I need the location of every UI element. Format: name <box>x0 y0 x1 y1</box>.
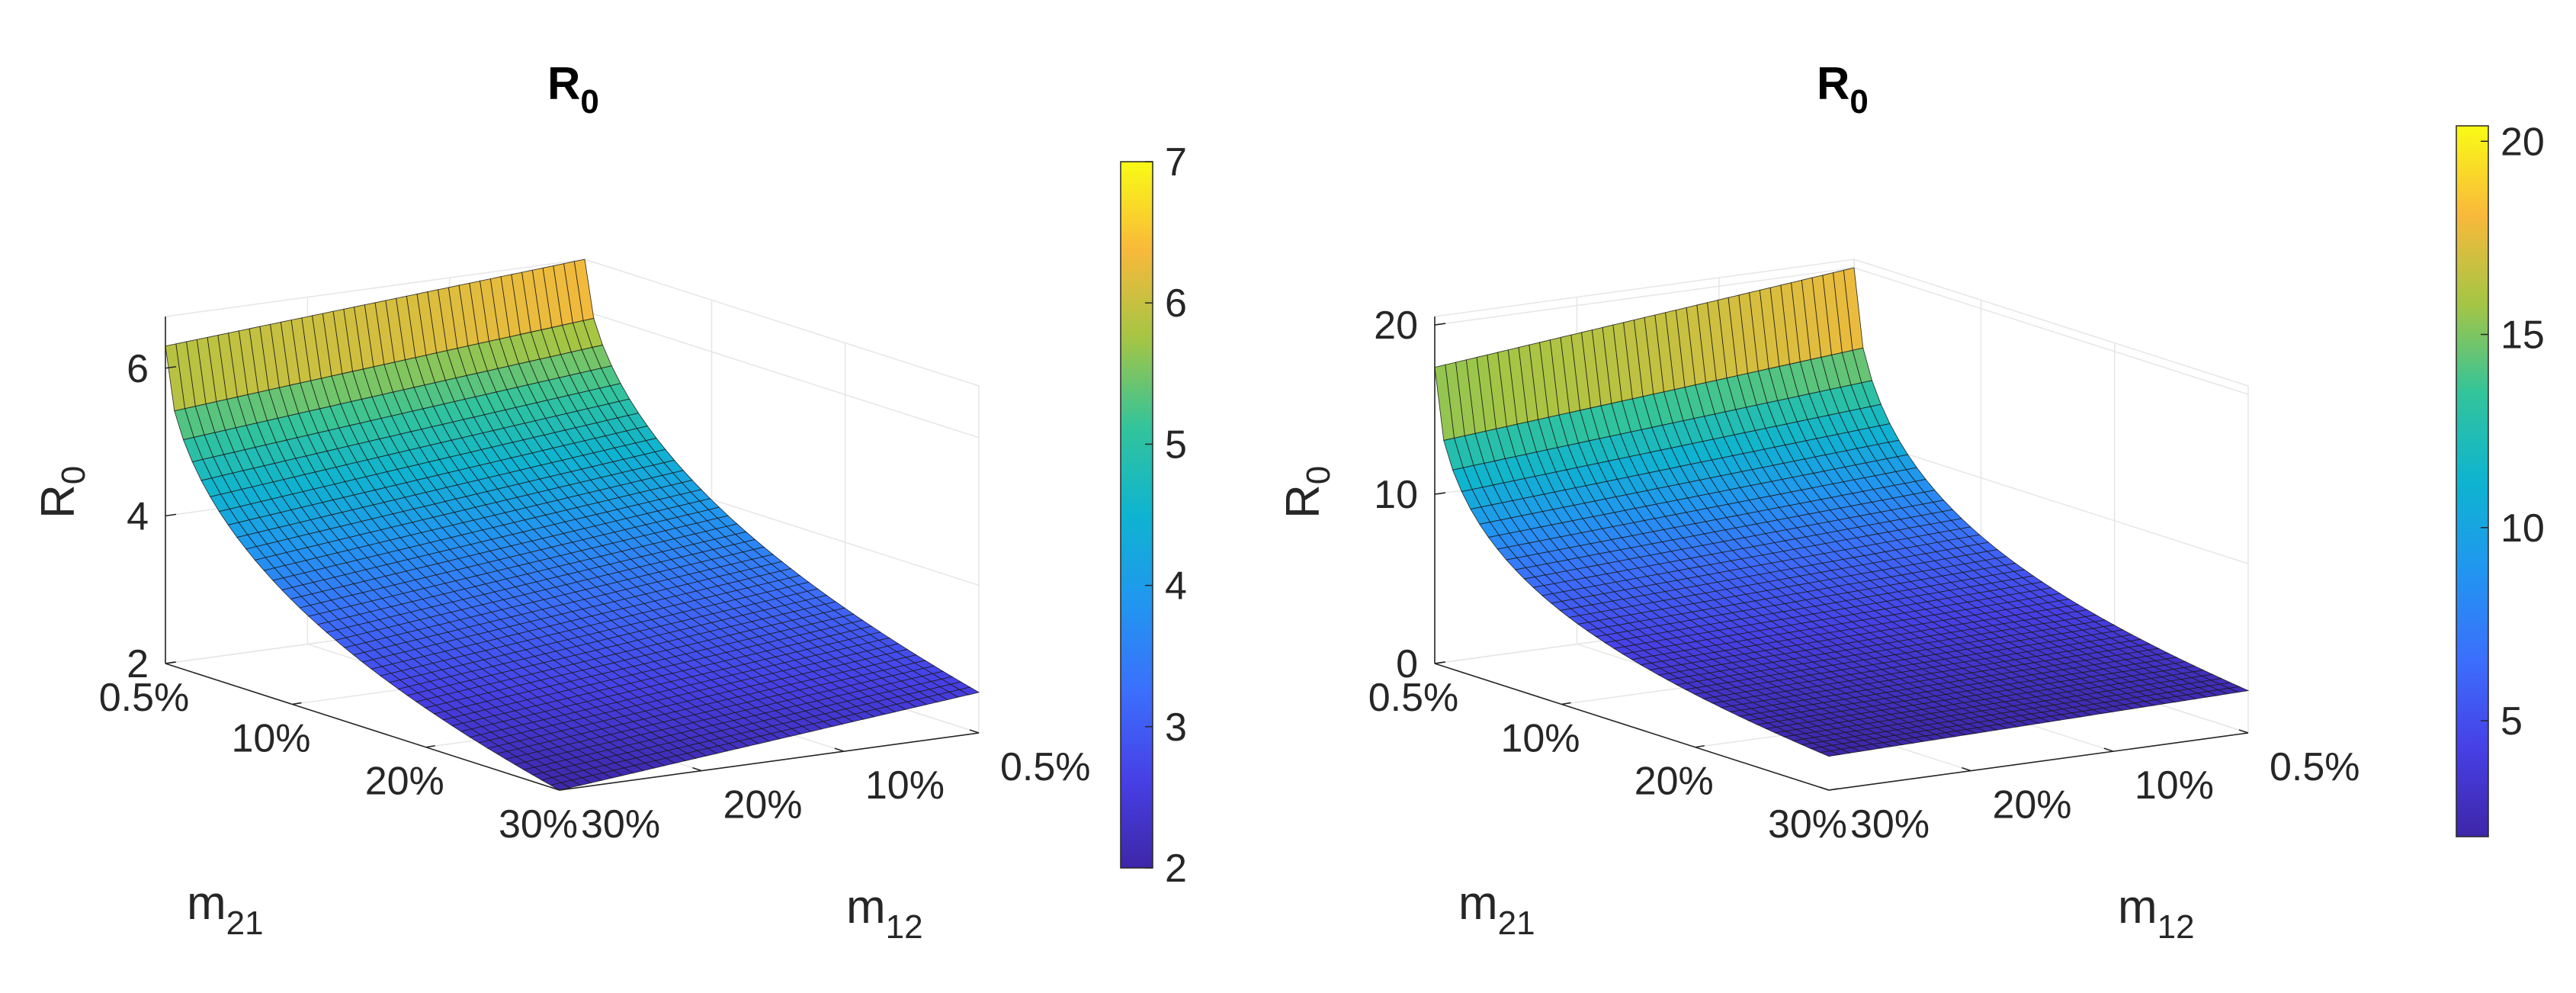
x-tick-label: 0.5% <box>1368 676 1459 720</box>
gridline <box>1853 259 2249 387</box>
gridline <box>1434 259 1855 317</box>
y-tick-mark <box>1819 786 1830 791</box>
gridline <box>584 259 980 387</box>
chart2-xlabel: m21 <box>1458 877 1535 942</box>
x-tick-label: 30% <box>499 802 578 847</box>
x-tick-label: 10% <box>1500 716 1580 760</box>
chart2-surface <box>1434 267 2250 757</box>
z-tick-label: 10 <box>1374 473 1418 517</box>
y-tick-mark <box>2103 747 2114 752</box>
x-tick-mark <box>1695 744 1705 748</box>
y-tick-label: 20% <box>723 783 802 828</box>
x-axis-line <box>165 663 560 791</box>
gridline <box>1853 267 2249 395</box>
chart2-colorbar-ticks: 5 10 15 20 <box>2481 120 2545 744</box>
chart1-axes <box>165 317 980 791</box>
y-tick-mark <box>834 747 845 752</box>
colorbar-tick-label: 15 <box>2501 313 2545 358</box>
x-tick-mark <box>559 788 569 791</box>
y-tick-label: 30% <box>581 802 660 847</box>
z-tick-label: 2 <box>127 642 149 686</box>
x-tick-mark <box>1434 661 1445 664</box>
y-tick-label: 10% <box>865 763 945 808</box>
x-tick-mark <box>425 744 435 748</box>
colorbar-tick-label: 7 <box>1165 140 1187 185</box>
x-tick-label: 0.5% <box>99 676 190 720</box>
chart1-title: R0 <box>547 58 599 121</box>
chart2-zlabel: R0 <box>1277 466 1337 519</box>
chart2-ylabel: m12 <box>2118 881 2195 946</box>
gridline <box>165 259 585 317</box>
chart1-colorbar: 2 3 4 5 6 7 <box>1120 140 1187 891</box>
y-tick-mark <box>692 766 702 772</box>
gridline <box>1434 267 1855 326</box>
z-tick-label: 6 <box>127 347 149 391</box>
gridline <box>1853 436 2249 564</box>
x-tick-label: 20% <box>1634 760 1714 804</box>
y-axis-line <box>559 732 980 791</box>
x-tick-mark <box>292 702 302 705</box>
chart2-colorbar: 5 10 15 20 <box>2456 120 2545 837</box>
y-tick-label: 20% <box>1992 783 2071 828</box>
z-tick-label: 4 <box>127 494 149 538</box>
chart1-colorbar-ticks: 2 3 4 5 6 7 <box>1145 140 1187 891</box>
chart1-zlabel: R0 <box>32 466 92 519</box>
colorbar-tick-label: 2 <box>1165 847 1187 891</box>
colorbar-tick-label: 3 <box>1165 705 1187 750</box>
z-tick-mark <box>1434 323 1446 326</box>
x-tick-mark <box>1561 702 1571 705</box>
chart2-colorbar-bar <box>2456 125 2489 837</box>
x-tick-mark <box>165 661 175 664</box>
colorbar-tick-label: 4 <box>1165 564 1187 609</box>
x-tick-label: 20% <box>365 760 444 804</box>
y-tick-mark <box>550 786 560 791</box>
y-tick-mark <box>2238 729 2249 734</box>
y-tick-mark <box>969 729 980 734</box>
y-tick-label: 0.5% <box>1000 745 1091 789</box>
surface-patch <box>550 782 572 791</box>
z-tick-label: 20 <box>1374 304 1418 348</box>
z-tick-mark <box>165 365 177 369</box>
colorbar-tick-label: 6 <box>1165 281 1187 326</box>
chart1-surface <box>165 259 980 791</box>
colorbar-tick-label: 5 <box>2501 699 2523 744</box>
chart1-ylabel: m12 <box>846 881 923 946</box>
y-tick-label: 0.5% <box>2270 745 2360 789</box>
colorbar-tick-label: 10 <box>2501 506 2545 551</box>
chart1-colorbar-bar <box>1120 161 1153 869</box>
x-tick-label: 30% <box>1768 802 1847 847</box>
colorbar-tick-label: 20 <box>2501 120 2545 164</box>
x-tick-label: 10% <box>231 716 310 760</box>
chart1-xlabel: m21 <box>187 877 264 942</box>
colorbar-tick-label: 5 <box>1165 423 1187 467</box>
y-tick-label: 10% <box>2135 763 2214 808</box>
gridline <box>584 310 980 439</box>
chart2-title: R0 <box>1817 58 1869 121</box>
y-tick-mark <box>1962 766 1971 772</box>
z-tick-mark <box>165 513 177 517</box>
chart1-ticks: 2 4 6 0.5% 10% 20% 30% 0.5% 10% 20% 30% <box>99 347 1091 847</box>
x-tick-mark <box>1828 788 1839 791</box>
y-tick-label: 30% <box>1850 802 1930 847</box>
z-tick-mark <box>1434 492 1446 495</box>
